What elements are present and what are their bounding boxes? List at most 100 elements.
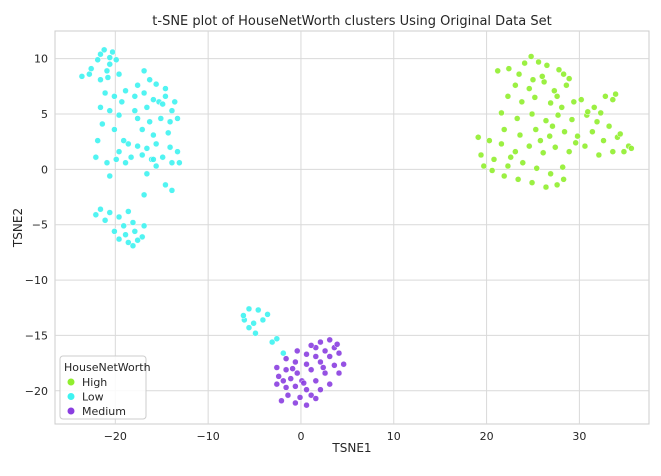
- data-point: [164, 129, 172, 137]
- data-point: [282, 355, 290, 362]
- data-point: [174, 115, 181, 122]
- data-point: [252, 329, 259, 337]
- data-point: [162, 85, 169, 92]
- data-point: [574, 132, 581, 140]
- data-point: [97, 50, 104, 58]
- data-point: [122, 159, 129, 166]
- series-medium: [273, 336, 347, 409]
- data-point: [609, 96, 617, 103]
- x-tick-label: 0: [297, 430, 304, 443]
- data-point: [584, 108, 591, 116]
- data-point: [122, 231, 129, 238]
- data-point: [129, 219, 137, 226]
- data-point: [539, 73, 546, 80]
- data-point: [106, 107, 114, 114]
- data-point: [278, 397, 285, 405]
- data-point: [321, 369, 329, 377]
- data-point: [97, 205, 104, 213]
- data-point: [543, 62, 551, 69]
- data-point: [125, 140, 132, 148]
- legend-marker-low: [67, 393, 75, 400]
- data-point: [605, 122, 613, 130]
- series-high: [474, 53, 635, 191]
- data-point: [593, 118, 601, 126]
- data-point: [162, 93, 169, 100]
- data-point: [514, 176, 522, 183]
- data-point: [331, 362, 338, 369]
- x-axis-label: TSNE1: [331, 441, 371, 455]
- data-point: [498, 109, 505, 117]
- data-point: [561, 128, 568, 135]
- data-point: [303, 360, 310, 368]
- legend-title: HouseNetWorth: [64, 361, 151, 374]
- data-point: [546, 132, 553, 140]
- data-point: [94, 56, 101, 64]
- data-point: [250, 320, 257, 327]
- data-point: [335, 369, 343, 377]
- data-point: [245, 305, 253, 313]
- data-point: [101, 217, 109, 224]
- x-tick-label: 20: [480, 430, 494, 443]
- data-point: [125, 208, 132, 215]
- chart-title: t-SNE plot of HouseNetWorth clusters Usi…: [152, 14, 551, 29]
- data-point: [146, 118, 153, 126]
- data-point: [106, 60, 114, 68]
- data-point: [552, 143, 559, 151]
- data-point: [152, 80, 160, 88]
- x-tick-label: −10: [197, 430, 220, 443]
- data-point: [111, 93, 118, 100]
- data-point: [100, 46, 108, 54]
- data-point: [159, 100, 166, 108]
- data-point: [97, 76, 104, 83]
- data-point: [146, 76, 153, 83]
- data-point: [516, 131, 524, 139]
- data-point: [513, 115, 521, 122]
- data-point: [168, 187, 176, 194]
- data-point: [159, 153, 166, 161]
- data-point: [280, 349, 287, 357]
- data-point: [559, 163, 566, 171]
- data-point: [340, 360, 347, 368]
- data-point: [595, 151, 603, 159]
- data-point: [140, 89, 148, 97]
- data-point: [78, 73, 86, 80]
- data-point: [505, 65, 513, 72]
- series-low: [78, 46, 287, 357]
- data-point: [542, 183, 550, 191]
- x-tick-label: −20: [104, 430, 127, 443]
- data-point: [138, 151, 146, 159]
- data-point: [532, 126, 540, 133]
- data-point: [480, 162, 488, 170]
- y-tick-label: 10: [34, 53, 48, 66]
- data-point: [542, 117, 550, 124]
- data-point: [521, 59, 528, 67]
- data-point: [92, 153, 100, 161]
- data-point: [565, 148, 573, 155]
- data-point: [303, 401, 310, 409]
- data-point: [103, 67, 111, 75]
- data-point: [529, 76, 537, 83]
- data-point: [555, 66, 563, 73]
- data-point: [549, 122, 556, 130]
- data-point: [512, 81, 519, 89]
- data-point: [143, 145, 151, 152]
- data-point: [317, 386, 324, 393]
- data-point: [293, 369, 301, 377]
- data-point: [570, 98, 578, 106]
- data-point: [255, 306, 262, 314]
- data-point: [168, 159, 176, 166]
- data-point: [94, 137, 101, 144]
- data-point: [284, 391, 292, 399]
- data-point: [111, 228, 118, 235]
- data-point: [293, 347, 301, 355]
- x-tick-label: 10: [387, 430, 401, 443]
- data-point: [504, 93, 512, 100]
- data-point: [300, 379, 307, 387]
- data-point: [507, 153, 514, 161]
- data-point: [168, 107, 176, 114]
- data-point: [326, 336, 333, 344]
- legend-marker-medium: [67, 407, 75, 415]
- data-point: [597, 109, 604, 117]
- data-point: [109, 48, 116, 56]
